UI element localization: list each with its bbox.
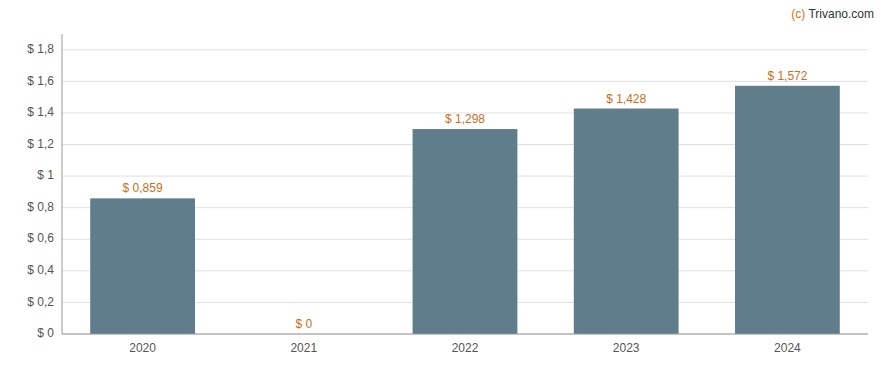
x-ticks: 2020 2021 2022 2023 2024 (129, 341, 801, 355)
bar (574, 109, 679, 334)
data-label: $ 0 (295, 317, 312, 331)
x-tick-label: 2022 (452, 341, 479, 355)
y-axis-line (62, 34, 63, 334)
chart-container: $ 0 $ 0,2 $ 0,4 $ 0,6 $ 0,8 $ 1 $ 1,2 $ 1,4 $ 1,… (0, 0, 888, 370)
y-grid (62, 50, 868, 334)
y-tick-label: $ 1,8 (27, 42, 54, 56)
data-label: $ 0,859 (123, 181, 163, 195)
y-tick-label: $ 0,4 (27, 263, 54, 277)
y-tick-label: $ 0,2 (27, 295, 54, 309)
y-ticks: $ 0 $ 0,2 $ 0,4 $ 0,6 $ 0,8 $ 1 $ 1,2 $ 1,4 $ 1,… (27, 42, 54, 340)
grid-line (62, 334, 868, 335)
data-label: $ 1,428 (606, 92, 646, 106)
y-tick-label: $ 1,2 (27, 137, 54, 151)
data-labels: $ 0,859 $ 0 $ 1,298 $ 1,428 $ 1,572 (123, 69, 808, 331)
chart: $ 0 $ 0,2 $ 0,4 $ 0,6 $ 0,8 $ 1 $ 1,2 $ 1,4 $ 1,… (0, 0, 888, 370)
bar (413, 129, 518, 334)
y-tick-label: $ 1 (37, 168, 54, 182)
data-label: $ 1,298 (445, 112, 485, 126)
y-tick-label: $ 0,6 (27, 231, 54, 245)
bars (90, 86, 840, 334)
x-tick-label: 2024 (774, 341, 801, 355)
bar (735, 86, 840, 334)
grid-line (62, 81, 868, 82)
y-tick-label: $ 0,8 (27, 200, 54, 214)
x-tick-label: 2021 (290, 341, 317, 355)
grid-line (62, 49, 868, 50)
bar (90, 198, 195, 334)
y-tick-label: $ 1,4 (27, 105, 54, 119)
y-tick-label: $ 0 (37, 326, 54, 340)
x-tick-label: 2023 (613, 341, 640, 355)
watermark: (c) Trivano.com (791, 7, 874, 21)
y-tick-label: $ 1,6 (27, 74, 54, 88)
data-label: $ 1,572 (767, 69, 807, 83)
x-axis-line (62, 334, 868, 335)
x-tick-label: 2020 (129, 341, 156, 355)
